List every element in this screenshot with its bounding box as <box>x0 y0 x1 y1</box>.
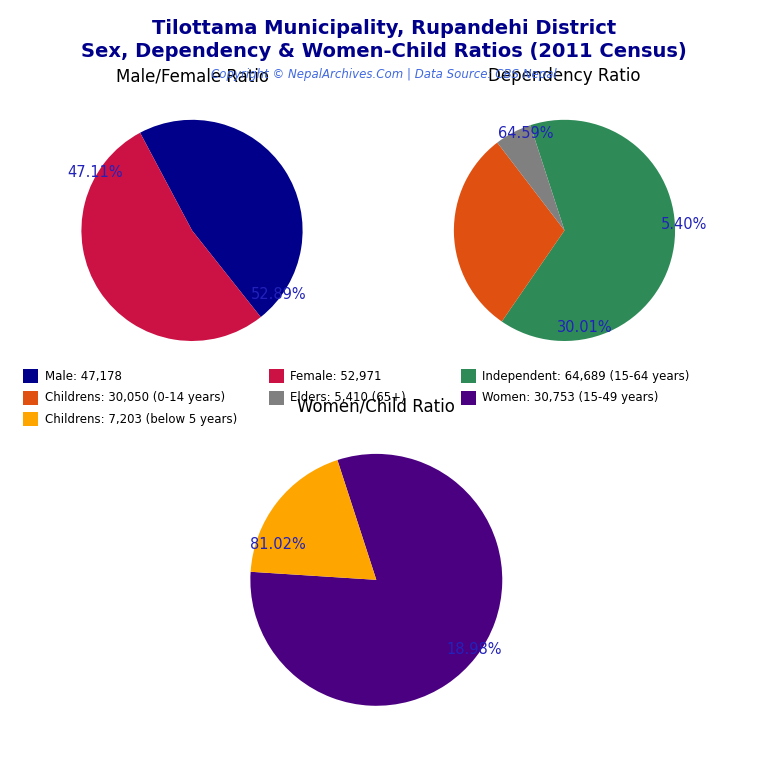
Text: Independent: 64,689 (15-64 years): Independent: 64,689 (15-64 years) <box>482 370 690 382</box>
Text: 81.02%: 81.02% <box>250 537 306 552</box>
Text: Female: 52,971: Female: 52,971 <box>290 370 382 382</box>
Wedge shape <box>81 133 260 341</box>
Text: Male: 47,178: Male: 47,178 <box>45 370 121 382</box>
Text: Childrens: 30,050 (0-14 years): Childrens: 30,050 (0-14 years) <box>45 392 225 404</box>
Text: Women: 30,753 (15-49 years): Women: 30,753 (15-49 years) <box>482 392 659 404</box>
Text: 47.11%: 47.11% <box>67 165 122 180</box>
Text: 30.01%: 30.01% <box>557 320 612 335</box>
Text: 64.59%: 64.59% <box>498 126 554 141</box>
Wedge shape <box>502 120 675 341</box>
Wedge shape <box>497 125 564 230</box>
Text: Sex, Dependency & Women-Child Ratios (2011 Census): Sex, Dependency & Women-Child Ratios (20… <box>81 42 687 61</box>
Text: 52.89%: 52.89% <box>250 287 306 302</box>
Wedge shape <box>140 120 303 317</box>
Text: 18.98%: 18.98% <box>447 641 502 657</box>
Wedge shape <box>250 460 376 580</box>
Text: Elders: 5,410 (65+): Elders: 5,410 (65+) <box>290 392 406 404</box>
Wedge shape <box>250 454 502 706</box>
Text: 5.40%: 5.40% <box>660 217 707 233</box>
Text: Tilottama Municipality, Rupandehi District: Tilottama Municipality, Rupandehi Distri… <box>152 19 616 38</box>
Text: Copyright © NepalArchives.Com | Data Source: CBS Nepal: Copyright © NepalArchives.Com | Data Sou… <box>211 68 557 81</box>
Title: Male/Female Ratio: Male/Female Ratio <box>115 67 269 85</box>
Text: Childrens: 7,203 (below 5 years): Childrens: 7,203 (below 5 years) <box>45 413 237 425</box>
Title: Dependency Ratio: Dependency Ratio <box>488 67 641 85</box>
Title: Women/Child Ratio: Women/Child Ratio <box>297 397 455 415</box>
Wedge shape <box>454 143 564 322</box>
